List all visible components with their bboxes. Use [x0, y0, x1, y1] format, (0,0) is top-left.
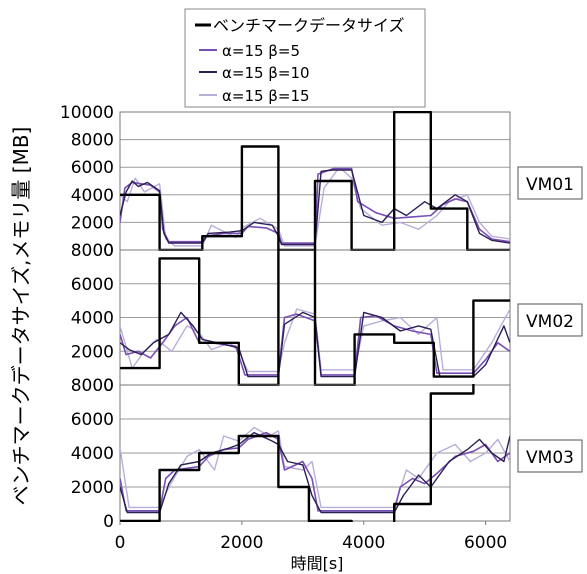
panel-vm03: 0 2000 4000 6000 8000 — [71, 376, 511, 532]
legend: ベンチマークデータサイズ α=15 β=5 α=15 β=10 α=15 β=1… — [184, 8, 426, 108]
y-tick-label: 6000 — [71, 410, 114, 430]
x-tick-label: 4000 — [342, 533, 385, 553]
panel-vm01: 0 2000 4000 6000 8000 10000 — [60, 103, 511, 261]
x-tick-label: 0 — [115, 533, 126, 553]
vm-label-vm01: VM01 — [526, 175, 574, 195]
y-tick-label: 4000 — [71, 444, 114, 464]
legend-box — [184, 8, 426, 108]
vm-label-box-vm02: VM02 — [517, 303, 583, 337]
vm-label-vm02: VM02 — [526, 312, 574, 332]
y-tick-label: 8000 — [71, 376, 114, 396]
legend-label-b5: α=15 β=5 — [222, 42, 300, 60]
series-line-b10 — [120, 431, 510, 514]
panel-vm02: 0 2000 4000 6000 8000 — [71, 241, 511, 396]
y-tick-label: 2000 — [71, 478, 114, 498]
x-tick-label: 2000 — [220, 533, 263, 553]
y-tick-label: 0 — [103, 241, 114, 261]
vm-label-vm03: VM03 — [526, 448, 574, 468]
x-axis-label: 時間[s] — [291, 554, 344, 573]
y-tick-label: 6000 — [71, 275, 114, 295]
vm-label-box-vm01: VM01 — [517, 166, 583, 200]
series-line-b10 — [120, 311, 510, 378]
y-tick-label: 6000 — [71, 158, 114, 178]
y-axis-label: ベンチマークデータサイズ,メモリ量 [MB] — [9, 127, 33, 506]
x-axis: 0 2000 4000 6000 — [115, 521, 507, 553]
legend-label-b10: α=15 β=10 — [222, 64, 310, 82]
y-tick-label: 8000 — [71, 131, 114, 151]
series-line-benchmark — [120, 111, 510, 251]
vm-label-box-vm03: VM03 — [517, 439, 583, 473]
y-tick-label: 4000 — [71, 309, 114, 329]
y-tick-label: 4000 — [71, 186, 114, 206]
series-line-b15 — [120, 308, 510, 373]
y-tick-label: 2000 — [71, 342, 114, 362]
legend-label-b15: α=15 β=15 — [222, 87, 310, 105]
y-tick-label: 8000 — [71, 241, 114, 261]
series-line-benchmark — [120, 384, 475, 522]
series-line-benchmark — [120, 249, 510, 386]
y-tick-label: 0 — [103, 376, 114, 396]
y-tick-label: 0 — [103, 512, 114, 532]
legend-label-benchmark: ベンチマークデータサイズ — [213, 16, 405, 35]
x-tick-label: 6000 — [464, 533, 507, 553]
y-tick-label: 2000 — [71, 213, 114, 233]
y-tick-label: 10000 — [60, 103, 114, 123]
